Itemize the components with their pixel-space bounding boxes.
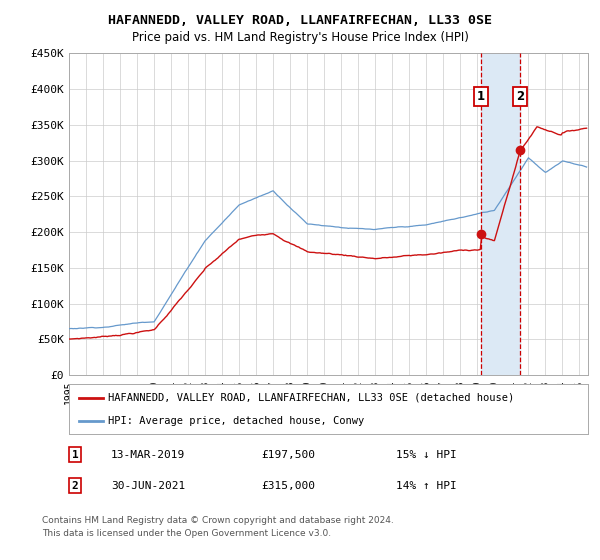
- Text: HPI: Average price, detached house, Conwy: HPI: Average price, detached house, Conw…: [108, 416, 364, 426]
- Text: 15% ↓ HPI: 15% ↓ HPI: [396, 450, 457, 460]
- Bar: [481, 53, 520, 375]
- Text: 1: 1: [476, 90, 485, 102]
- Text: HAFANNEDD, VALLEY ROAD, LLANFAIRFECHAN, LL33 0SE (detached house): HAFANNEDD, VALLEY ROAD, LLANFAIRFECHAN, …: [108, 393, 514, 403]
- Text: 2: 2: [516, 90, 524, 102]
- Text: 1: 1: [71, 450, 79, 460]
- Text: 2: 2: [71, 480, 79, 491]
- Text: HAFANNEDD, VALLEY ROAD, LLANFAIRFECHAN, LL33 0SE: HAFANNEDD, VALLEY ROAD, LLANFAIRFECHAN, …: [108, 14, 492, 27]
- Text: 13-MAR-2019: 13-MAR-2019: [111, 450, 185, 460]
- Text: 30-JUN-2021: 30-JUN-2021: [111, 480, 185, 491]
- Text: 14% ↑ HPI: 14% ↑ HPI: [396, 480, 457, 491]
- Text: £197,500: £197,500: [261, 450, 315, 460]
- Text: Contains HM Land Registry data © Crown copyright and database right 2024.: Contains HM Land Registry data © Crown c…: [42, 516, 394, 525]
- Text: This data is licensed under the Open Government Licence v3.0.: This data is licensed under the Open Gov…: [42, 529, 331, 538]
- Text: Price paid vs. HM Land Registry's House Price Index (HPI): Price paid vs. HM Land Registry's House …: [131, 31, 469, 44]
- Text: £315,000: £315,000: [261, 480, 315, 491]
